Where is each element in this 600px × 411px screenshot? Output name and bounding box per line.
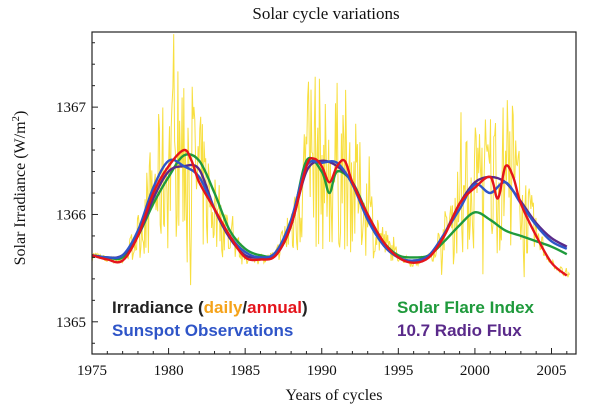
y-tick-label: 1367	[56, 100, 87, 116]
legend-irradiance-annual: annual	[247, 298, 302, 317]
y-axis-label-sup: 2	[10, 116, 22, 122]
x-tick-label: 2000	[460, 363, 490, 379]
series-line-sunspot	[91, 158, 568, 262]
x-tick-label: 2005	[536, 363, 566, 379]
y-axis-label: Solar Irradiance (W/m2)	[10, 111, 29, 266]
x-axis-label: Years of cycles	[285, 387, 382, 404]
x-tick-label: 1990	[307, 363, 337, 379]
x-tick-label: 1980	[154, 363, 184, 379]
legend-radio: 10.7 Radio Flux	[397, 321, 522, 340]
legend-irradiance: Irradiance (daily/annual)	[112, 298, 308, 317]
legend-irradiance-prefix: Irradiance (	[112, 298, 204, 317]
legend-flare: Solar Flare Index	[397, 298, 535, 317]
y-tick-label: 1365	[56, 315, 86, 331]
y-tick-label: 1366	[56, 207, 87, 223]
y-axis: 1365 1366 1367	[56, 42, 98, 344]
x-tick-label: 1985	[230, 363, 260, 379]
daily-irradiance-series	[91, 34, 571, 286]
series-lines	[91, 148, 568, 277]
x-tick-label: 1975	[77, 363, 107, 379]
y-axis-label-end: )	[12, 111, 29, 116]
y-axis-label-main: Solar Irradiance (W/m	[12, 121, 29, 265]
daily-irradiance-line	[91, 34, 571, 286]
chart-title: Solar cycle variations	[252, 4, 399, 23]
legend-irradiance-slash: /	[242, 298, 247, 317]
legend-irradiance-suffix: )	[302, 298, 308, 317]
x-tick-label: 1995	[383, 363, 413, 379]
legend-sunspot: Sunspot Observations	[112, 321, 293, 340]
legend-irradiance-daily: daily	[204, 298, 243, 317]
series-line-annual	[91, 148, 568, 277]
legend: Irradiance (daily/annual) Sunspot Observ…	[112, 298, 535, 340]
x-axis: 1975 1980 1985 1990 1995 2000 2005	[77, 348, 568, 379]
